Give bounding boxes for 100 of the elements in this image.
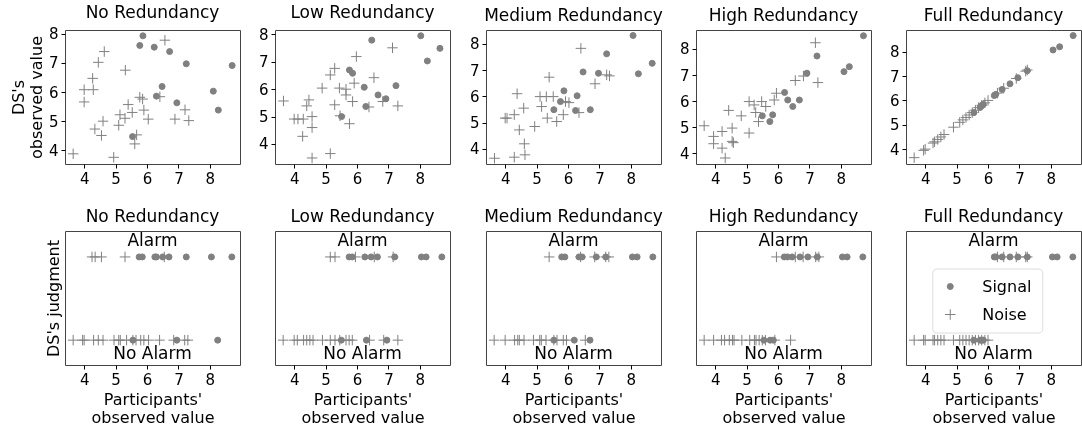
y-tick-label: 5 [259,108,269,127]
x-tick-label: 7 [1015,169,1025,188]
y-tick-label: 5 [679,118,690,137]
y-axis-title: DS's judgment [43,239,63,358]
x-tick-label: 5 [531,169,542,188]
chart-title: Medium Redundancy [483,206,663,226]
x-axis-title: Participants' observed value [91,389,215,427]
x-tick-label: 7 [174,169,184,188]
x-tick-label: 8 [205,370,216,389]
x-tick-label: 6 [353,370,363,389]
x-tick-label: 4 [79,370,90,389]
y-tick-label: 5 [469,114,480,133]
y-tick-label: 8 [48,25,59,44]
x-tick-label: 6 [983,169,994,188]
x-tick-label: 8 [626,169,636,188]
y-tick-label: 8 [679,40,690,59]
chart-title: Full Redundancy [923,5,1064,25]
x-axis-title: Participants' observed value [722,389,846,427]
x-tick-label: 5 [531,370,542,389]
x-tick-label: 6 [983,370,994,389]
legend-label: Signal [982,276,1032,296]
x-tick-label: 7 [805,169,815,188]
x-tick-label: 4 [921,370,931,389]
x-tick-label: 5 [111,169,121,188]
y-tick-label: 6 [890,91,900,110]
x-tick-label: 4 [921,169,931,188]
x-tick-label: 8 [415,169,426,188]
y-tick-label: 6 [469,87,480,106]
y-tick-label: 4 [259,135,269,154]
x-tick-label: 4 [500,169,511,188]
y-tick-label: 7 [679,66,690,85]
y-tick-label: 6 [679,92,690,111]
x-tick-label: 6 [142,370,153,389]
y-tick-label: 4 [469,140,480,159]
x-tick-label: 7 [594,169,605,188]
x-tick-label: 8 [1046,169,1057,188]
x-tick-label: 8 [205,169,216,188]
x-tick-label: 5 [321,370,332,389]
chart-title: High Redundancy [708,5,859,25]
x-tick-label: 8 [836,169,846,188]
annotation: No Alarm [744,343,823,363]
x-tick-label: 7 [174,370,184,389]
x-axis-title: Participants' observed value [932,389,1056,427]
chart-title: No Redundancy [85,206,220,226]
x-tick-label: 7 [384,370,394,389]
x-tick-label: 5 [952,370,963,389]
x-tick-label: 5 [742,370,752,389]
annotation: No Alarm [323,343,403,363]
x-tick-label: 8 [1046,370,1057,389]
x-tick-label: 5 [321,169,332,188]
x-tick-label: 4 [710,169,721,188]
chart-title: High Redundancy [708,206,859,226]
y-tick-label: 4 [890,140,900,159]
x-tick-label: 6 [563,370,573,389]
x-tick-label: 8 [415,370,426,389]
text: Alarm [548,230,599,250]
y-tick-label: 8 [469,35,480,54]
y-tick-label: 6 [259,80,269,99]
text: Alarm [337,230,388,250]
x-tick-label: 4 [710,370,721,389]
chart-title: Low Redundancy [290,2,435,23]
y-tick-label: 5 [890,116,900,135]
y-axis-title: DS's observed value [8,36,46,159]
x-axis-title: Participants' observed value [512,389,636,427]
x-tick-label: 7 [805,370,815,389]
x-tick-label: 7 [594,370,605,389]
x-tick-label: 4 [500,370,511,389]
x-tick-label: 6 [773,169,784,188]
x-tick-label: 4 [290,370,300,389]
text: Alarm [968,230,1019,250]
y-tick-label: 7 [259,53,269,72]
text: Alarm [758,230,809,250]
y-tick-label: 8 [259,25,269,44]
chart-title: Medium Redundancy [483,5,663,25]
x-tick-label: 4 [79,169,90,188]
y-tick-label: 7 [48,54,59,73]
x-tick-label: 6 [773,370,784,389]
chart-title: No Redundancy [85,1,220,22]
x-tick-label: 6 [563,169,573,188]
x-tick-label: 5 [742,169,752,188]
x-tick-label: 5 [952,169,963,188]
y-tick-label: 7 [469,61,480,80]
x-tick-label: 6 [142,169,153,188]
legend-label: Noise [982,304,1027,324]
y-tick-label: 8 [890,43,900,62]
y-tick-label: 7 [890,67,900,86]
x-tick-label: 8 [836,370,846,389]
y-tick-label: 4 [48,141,59,160]
annotation: No Alarm [113,343,192,363]
x-tick-label: 4 [290,169,300,188]
annotation: No Alarm [954,343,1033,363]
chart-title: Low Redundancy [290,206,435,226]
chart-title: Full Redundancy [923,206,1064,226]
x-tick-label: 8 [626,370,636,389]
x-axis-title: Participants' observed value [301,389,425,427]
text: Alarm [127,230,178,250]
annotation: No Alarm [533,343,613,363]
x-tick-label: 7 [384,169,394,188]
y-tick-label: 4 [679,144,690,163]
x-tick-label: 5 [111,370,121,389]
